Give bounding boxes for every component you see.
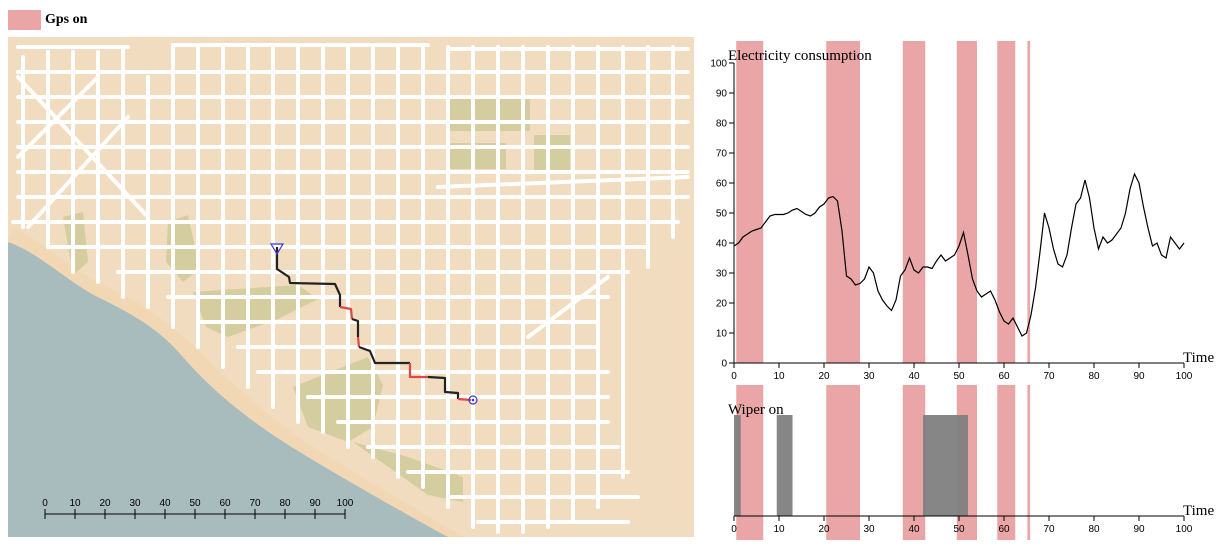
x-tick-label: 20	[818, 371, 830, 382]
y-tick-label: 10	[716, 329, 728, 340]
y-axis: 0 10 20 30 40 50 60 70 80 90 100	[710, 59, 735, 370]
gps-on-band	[997, 41, 1016, 363]
gps-on-bands	[736, 41, 1031, 363]
route-segment-gps	[408, 363, 428, 379]
map-route	[275, 247, 472, 402]
electricity-chart: 0 10 20 30 40 50 60 70 80 90 100 0 10 20 30 40 50 60 70 80…	[710, 41, 1214, 382]
wiper-chart: 0 10 20 30 40 50 60 70 80 90 100 Wiper on Time	[728, 385, 1214, 540]
x-tick-label: 70	[1043, 371, 1055, 382]
route-segment	[351, 317, 360, 337]
scalebar-tick-label: 30	[129, 498, 141, 509]
x-tick-label: 10	[773, 371, 785, 382]
gps-on-band	[902, 385, 926, 540]
electricity-series-line	[733, 172, 1185, 337]
map-roads	[11, 43, 690, 534]
gps-on-band	[826, 385, 860, 540]
legend: Gps on	[8, 10, 87, 30]
x-tick-label: 20	[818, 524, 830, 535]
gps-on-band	[956, 41, 977, 363]
map-water	[8, 242, 448, 537]
x-tick-label: 30	[863, 371, 875, 382]
wiper-on-bar	[734, 415, 741, 516]
x-tick-label: 50	[953, 371, 965, 382]
y-tick-label: 20	[716, 299, 728, 310]
gps-on-band	[1027, 385, 1031, 540]
x-tick-label: 60	[998, 524, 1010, 535]
route-end-marker-dot	[471, 398, 475, 402]
legend-swatch-gps-on	[8, 10, 41, 30]
route-segment	[275, 247, 342, 307]
y-tick-label: 70	[716, 149, 728, 160]
legend-label-gps-on: Gps on	[45, 12, 88, 27]
scalebar-tick-label: 60	[219, 498, 231, 509]
scalebar-tick-label: 70	[249, 498, 261, 509]
route-end-marker	[468, 395, 478, 405]
x-tick-label: 90	[1133, 524, 1145, 535]
y-tick-label: 60	[716, 179, 728, 190]
map-beach	[8, 227, 463, 537]
y-tick-label: 80	[716, 119, 728, 130]
scalebar-ticks: 0 10 20 30 40 50 60 70 80 90 100	[42, 498, 354, 519]
x-tick-label: 10	[773, 524, 785, 535]
gps-on-band	[902, 41, 926, 363]
x-axis: 0 10 20 30 40 50 60 70 80 90 100	[731, 362, 1193, 382]
x-tick-label: 40	[908, 524, 920, 535]
x-axis: 0 10 20 30 40 50 60 70 80 90 100	[731, 515, 1193, 535]
scalebar-tick-label: 50	[189, 498, 201, 509]
wiper-on-bar	[923, 415, 968, 516]
x-tick-label: 0	[731, 524, 737, 535]
route-segment-gps	[339, 305, 354, 320]
route-segment	[358, 345, 410, 365]
x-tick-label: 30	[863, 524, 875, 535]
route-start-marker	[269, 243, 285, 256]
scalebar-tick-label: 90	[309, 498, 321, 509]
x-tick-label: 60	[998, 371, 1010, 382]
wiper-on-bars	[734, 415, 968, 516]
y-tick-label: 50	[716, 209, 728, 220]
scalebar-tick-label: 40	[159, 498, 171, 509]
map-scalebar: 0 10 20 30 40 50 60 70 80 90 100	[42, 498, 354, 519]
wiper-x-axis-title: Time	[1183, 503, 1214, 519]
x-tick-label: 100	[1176, 371, 1193, 382]
map-panel[interactable]: 0 10 20 30 40 50 60 70 80 90 100	[8, 37, 694, 537]
x-tick-label: 100	[1176, 524, 1193, 535]
electricity-x-axis-title: Time	[1183, 350, 1214, 366]
x-tick-label: 80	[1088, 524, 1100, 535]
y-tick-label: 90	[716, 89, 728, 100]
scalebar-tick-label: 20	[99, 498, 111, 509]
x-tick-label: 70	[1043, 524, 1055, 535]
scalebar-tick-label: 100	[337, 498, 354, 509]
x-tick-label: 40	[908, 371, 920, 382]
y-tick-label: 100	[710, 59, 727, 70]
gps-on-band	[997, 385, 1016, 540]
route-segment	[427, 375, 460, 399]
y-tick-label: 30	[716, 269, 728, 280]
y-tick-label: 40	[716, 239, 728, 250]
gps-on-band	[736, 41, 764, 363]
x-tick-label: 0	[731, 371, 737, 382]
y-tick-label: 0	[721, 359, 727, 370]
wiper-on-bar	[776, 415, 793, 516]
gps-on-band	[1027, 41, 1031, 363]
scalebar-tick-label: 80	[279, 498, 291, 509]
wiper-chart-title: Wiper on	[728, 402, 784, 418]
scalebar-tick-label: 10	[69, 498, 81, 509]
route-segment-gps	[356, 336, 361, 348]
scalebar-tick-label: 0	[42, 498, 48, 509]
x-tick-label: 50	[953, 524, 965, 535]
gps-on-band	[826, 41, 860, 363]
map-canvas[interactable]: 0 10 20 30 40 50 60 70 80 90 100	[8, 37, 694, 537]
x-tick-label: 90	[1133, 371, 1145, 382]
x-tick-label: 80	[1088, 371, 1100, 382]
electricity-chart-title: Electricity consumption	[728, 48, 872, 64]
